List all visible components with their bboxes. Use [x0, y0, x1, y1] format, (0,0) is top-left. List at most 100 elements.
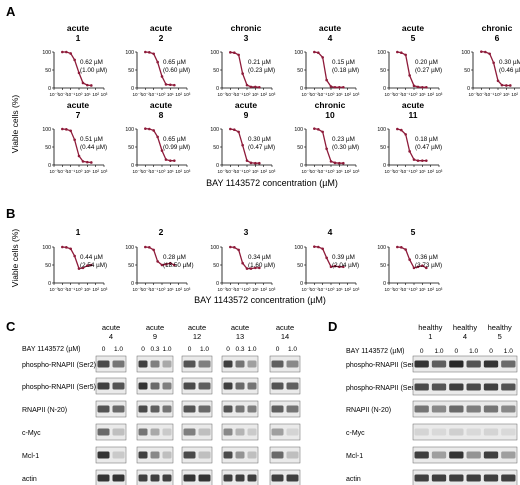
y-tick-label: 100	[294, 127, 303, 133]
blot-band	[501, 474, 516, 482]
dose-label: 0	[455, 348, 459, 355]
data-point	[237, 248, 240, 252]
y-tick-label: 50	[213, 68, 219, 74]
x-tick-label: 10⁻³	[384, 92, 394, 97]
ic50-ref-value: (3.73 µM)	[415, 262, 442, 269]
x-tick-label: 10⁻¹	[318, 169, 328, 174]
data-point	[492, 61, 495, 65]
x-tick-label: 10⁻¹	[234, 92, 244, 97]
blot-band	[449, 451, 464, 459]
blot-band	[138, 382, 148, 390]
blot-strip	[181, 446, 213, 464]
blot-band	[235, 382, 245, 390]
data-point	[160, 75, 164, 78]
data-point	[73, 254, 76, 258]
data-point	[169, 159, 172, 162]
ic50-ref-value: (0.47 µM)	[415, 144, 442, 151]
plot-title-a-4: acute 4	[319, 23, 341, 43]
y-tick-label: 0	[300, 163, 303, 169]
x-tick-label: 10⁻¹	[149, 169, 159, 174]
dose-response-plot-a-8: 100 50 010⁻³ 10⁻² 10⁻¹ 10⁰ 10¹ 10² 10³ 0.65 µM(0.…	[125, 127, 190, 174]
x-tick-label: 10⁻²	[393, 92, 403, 97]
data-point	[86, 160, 89, 164]
blot-strip	[269, 355, 301, 373]
x-tick-label: 10²	[427, 92, 434, 97]
data-point	[156, 60, 159, 64]
x-tick-label: 10⁰	[244, 169, 251, 174]
blot-band	[466, 451, 481, 459]
data-point	[69, 129, 72, 133]
ic50-value: 0.65 µM	[163, 136, 186, 143]
blot-band	[501, 428, 516, 436]
x-tick-label: 10⁰	[159, 92, 166, 97]
data-point	[249, 267, 253, 270]
row-label-c: actin	[22, 476, 37, 483]
x-tick-label: 10⁻²	[58, 287, 68, 292]
data-point	[317, 128, 320, 131]
y-tick-label: 0	[216, 281, 219, 287]
x-tick-label: 10⁻³	[49, 92, 59, 97]
data-point	[342, 161, 345, 165]
data-point	[148, 51, 151, 54]
x-tick-label: 10¹	[252, 169, 259, 174]
blot-band	[150, 405, 160, 413]
data-point	[400, 128, 403, 132]
ic50-value: 0.51 µM	[80, 136, 103, 143]
y-tick-label: 50	[380, 68, 386, 74]
blot-band	[162, 382, 172, 390]
x-tick-label: 10¹	[419, 169, 426, 174]
ic50-value: 0.23 µM	[332, 136, 355, 143]
y-tick-label: 0	[467, 86, 470, 92]
blot-band	[466, 405, 481, 413]
blot-strip	[269, 377, 301, 395]
data-point	[313, 50, 316, 54]
x-tick-label: 10³	[269, 287, 276, 292]
y-tick-label: 100	[210, 127, 219, 133]
blot-band	[198, 382, 211, 390]
x-tick-label: 10¹	[84, 169, 91, 174]
blot-band	[501, 383, 516, 391]
dose-label: 1.0	[469, 348, 478, 355]
data-point	[338, 85, 341, 89]
blot-band	[483, 428, 499, 436]
dose-response-plot-a-10: 100 50 010⁻³ 10⁻² 10⁻¹ 10⁰ 10¹ 10² 10³ 0.23 µM(0.…	[294, 127, 359, 174]
panel-label-c: C	[6, 319, 16, 334]
blot-strip	[95, 400, 127, 418]
blot-band	[112, 405, 125, 413]
y-tick-label: 100	[210, 50, 219, 56]
blot-band	[247, 474, 257, 482]
blot-band	[286, 405, 299, 413]
blot-band	[431, 360, 447, 368]
y-tick-label: 50	[213, 263, 219, 269]
data-point	[258, 266, 261, 270]
data-point	[152, 129, 155, 132]
y-tick-label: 100	[461, 50, 470, 56]
data-point	[77, 267, 81, 270]
x-tick-label: 10⁰	[76, 92, 83, 97]
data-point	[229, 51, 232, 54]
blot-strip	[269, 423, 301, 441]
plot-title-a-1: acute 1	[67, 23, 89, 43]
ic50-value: 0.34 µM	[248, 254, 271, 261]
blot-band	[183, 360, 196, 368]
panel-label-a: A	[6, 4, 16, 19]
ic50-ref-value: (0.30 µM)	[332, 144, 359, 151]
x-tick-label: 10⁰	[159, 287, 166, 292]
x-tick-label: 10³	[101, 169, 108, 174]
dose-label: 1.0	[162, 346, 171, 353]
ic50-ref-value: (0.18 µM)	[332, 67, 359, 74]
x-tick-label: 10⁻¹	[149, 287, 159, 292]
data-point	[412, 158, 416, 161]
x-axis-label-a: BAY 1143572 concentration (µM)	[206, 178, 338, 188]
y-tick-label: 50	[45, 263, 51, 269]
dose-response-plot-a-3: 100 50 010⁻³ 10⁻² 10⁻¹ 10⁰ 10¹ 10² 10³ 0.21 µM(0.…	[210, 50, 275, 97]
blot-band	[223, 382, 233, 390]
data-point	[408, 74, 411, 77]
x-tick-label: 10⁻¹	[318, 92, 328, 97]
ic50-ref-value: (0.99 µM)	[163, 144, 190, 151]
ic50-value: 0.28 µM	[163, 254, 186, 261]
y-tick-label: 50	[45, 68, 51, 74]
blot-band	[235, 451, 245, 459]
x-tick-label: 10¹	[336, 169, 343, 174]
